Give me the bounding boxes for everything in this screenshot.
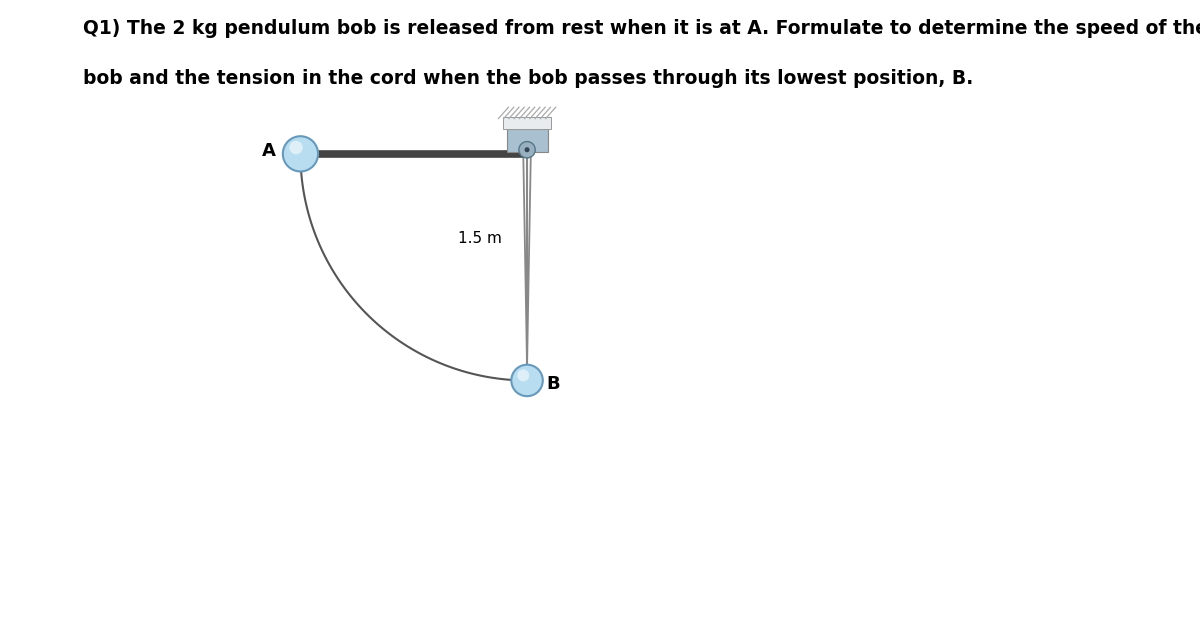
Circle shape: [289, 141, 302, 154]
Text: 1.5 m: 1.5 m: [458, 231, 502, 246]
Circle shape: [283, 137, 318, 171]
FancyBboxPatch shape: [506, 129, 547, 152]
Circle shape: [524, 147, 529, 152]
Circle shape: [518, 142, 535, 158]
Text: A: A: [262, 142, 276, 159]
Text: B: B: [546, 375, 559, 392]
Circle shape: [511, 364, 542, 396]
Bar: [504, 117, 551, 129]
Text: Q1) The 2 kg pendulum bob is released from rest when it is at A. Formulate to de: Q1) The 2 kg pendulum bob is released fr…: [83, 18, 1200, 37]
Circle shape: [517, 370, 529, 382]
Text: bob and the tension in the cord when the bob passes through its lowest position,: bob and the tension in the cord when the…: [83, 69, 973, 88]
